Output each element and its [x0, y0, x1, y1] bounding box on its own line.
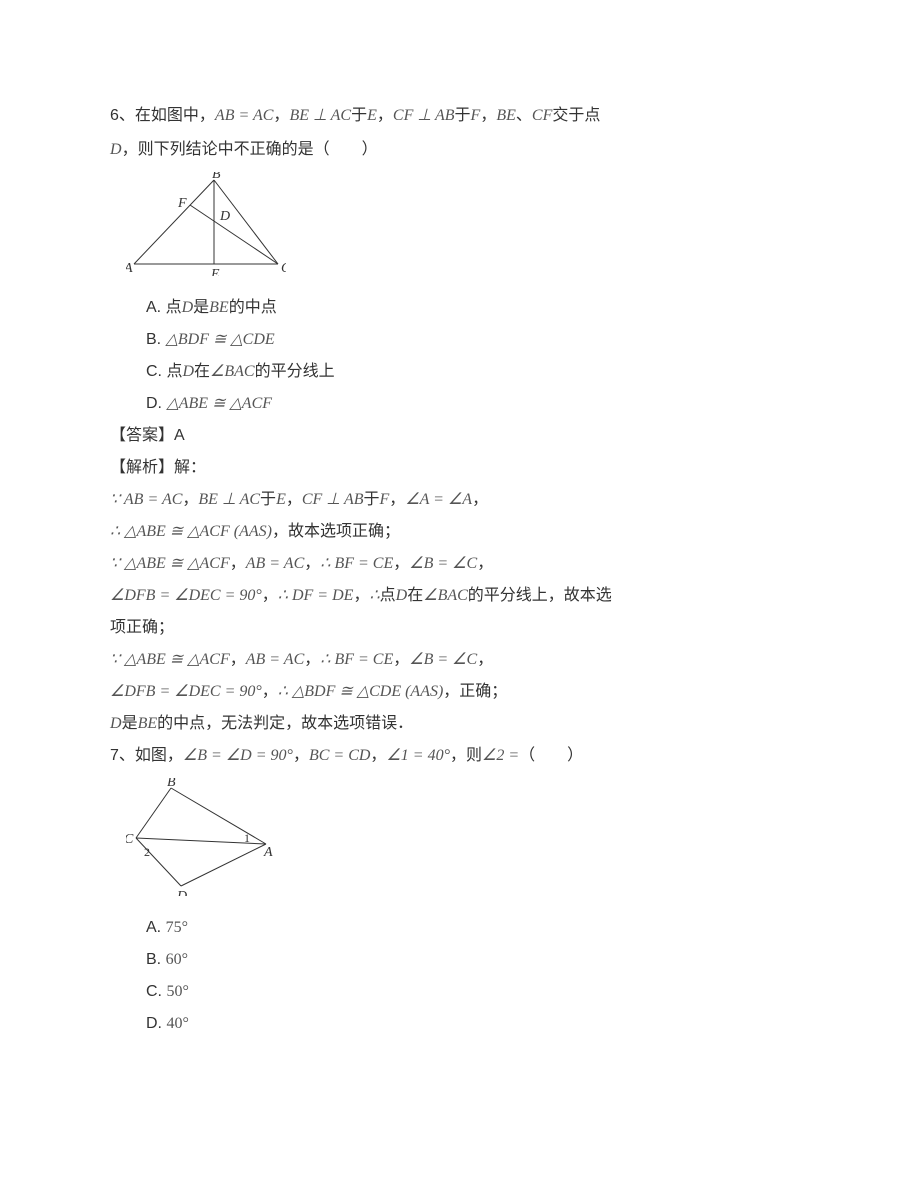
q7-stem: 7、如图，∠B = ∠D = 90°，BC = CD，∠1 = 40°，则∠2 …: [110, 740, 810, 772]
svg-text:D: D: [219, 209, 230, 224]
q7-option-c: C. 50°: [146, 976, 810, 1008]
q6-answer: 【答案】A: [110, 420, 810, 452]
svg-text:C: C: [126, 832, 134, 847]
q6-sol5: ∵ △ABE ≅ △ACF，AB = AC，∴ BF = CE，∠B = ∠C，: [110, 644, 810, 676]
svg-text:2: 2: [144, 845, 150, 859]
svg-text:B: B: [167, 778, 176, 790]
q6-triangle-diagram: A B C E F D: [126, 172, 286, 276]
q7-quad-diagram: A B C D 1 2: [126, 778, 276, 896]
svg-text:1: 1: [244, 831, 250, 845]
q6-figure: A B C E F D: [126, 172, 810, 288]
q7-option-b: B. 60°: [146, 944, 810, 976]
svg-text:E: E: [210, 267, 220, 276]
q6-stem-line2: D，则下列结论中不正确的是（ ）: [110, 134, 810, 166]
q6-sol6: ∠DFB = ∠DEC = 90°，∴ △BDF ≅ △CDE (AAS)，正确…: [110, 676, 810, 708]
q6-sol7: D是BE的中点，无法判定，故本选项错误．: [110, 708, 810, 740]
q7-option-d: D. 40°: [146, 1008, 810, 1040]
q6-sol1: ∵ AB = AC，BE ⊥ AC于E，CF ⊥ AB于F，∠A = ∠A，: [110, 484, 810, 516]
q6-sol2: ∴ △ABE ≅ △ACF (AAS)，故本选项正确；: [110, 516, 810, 548]
q6-sol4: ∠DFB = ∠DEC = 90°，∴ DF = DE，∴点D在∠BAC的平分线…: [110, 580, 810, 612]
q6-option-a: A. 点D是BE的中点: [146, 292, 810, 324]
svg-text:B: B: [212, 172, 221, 182]
q6-num: 6、: [110, 107, 135, 124]
q6-option-b: B. △BDF ≅ △CDE: [146, 324, 810, 356]
q6-option-c: C. 点D在∠BAC的平分线上: [146, 356, 810, 388]
q6-sol3: ∵ △ABE ≅ △ACF，AB = AC，∴ BF = CE，∠B = ∠C，: [110, 548, 810, 580]
svg-text:F: F: [177, 196, 187, 211]
svg-text:C: C: [281, 261, 286, 276]
q6-stem-line1: 6、在如图中，AB = AC，BE ⊥ AC于E，CF ⊥ AB于F，BE、CF…: [110, 100, 810, 132]
svg-text:A: A: [126, 261, 133, 276]
q7-num: 7、: [110, 747, 135, 764]
q7-figure: A B C D 1 2: [126, 778, 810, 908]
q6-solution-label: 【解析】解：: [110, 452, 810, 484]
svg-text:A: A: [263, 845, 273, 860]
svg-text:D: D: [176, 889, 187, 896]
q7-option-a: A. 75°: [146, 912, 810, 944]
q6-option-d: D. △ABE ≅ △ACF: [146, 388, 810, 420]
q6-sol4b: 项正确；: [110, 612, 810, 644]
